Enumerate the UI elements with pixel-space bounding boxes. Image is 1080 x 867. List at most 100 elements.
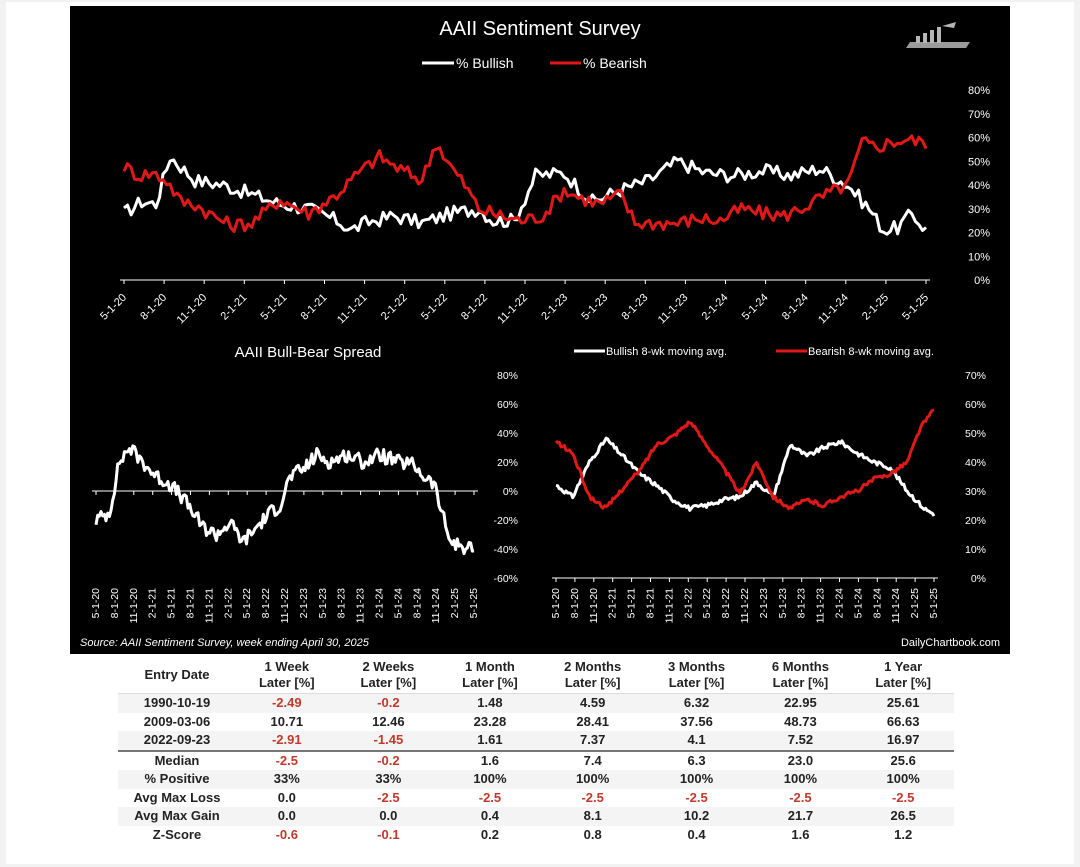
x-tick-label: 2-1-21 <box>607 588 619 619</box>
table-cell: 0.8 <box>583 826 602 842</box>
x-tick-label: 5-1-20 <box>550 588 562 619</box>
series-line-bearish-8-wk-moving-avg- <box>554 408 935 511</box>
y-tick-label: 20% <box>965 515 986 527</box>
source-note: Source: AAII Sentiment Survey, week endi… <box>80 637 370 649</box>
table-cell: 0.0 <box>236 807 338 826</box>
x-tick-label: 2-1-21 <box>147 588 159 619</box>
table-cell: -2.5 <box>236 749 338 770</box>
legend-bearish-ma: Bearish 8-wk moving avg. <box>808 346 934 358</box>
table-cell: 25.6 <box>852 749 954 770</box>
x-tick-label: 5-1-24 <box>852 588 864 619</box>
table-row: Avg Max Gain 0.0 0.0 0.4 8.1 10.2 21.7 26.5 <box>118 807 954 826</box>
table-row: Z-Score -0.6 -0.1 0.2 0.8 0.4 1.6 1.2 <box>118 826 954 845</box>
y-tick-label: 60% <box>497 399 518 411</box>
top-chart-title: AAII Sentiment Survey <box>439 18 640 40</box>
y-tick-label: 60% <box>965 399 986 411</box>
y-tick-label: -60% <box>493 573 518 585</box>
legend-bullish-ma: Bullish 8-wk moving avg. <box>606 346 727 358</box>
x-tick-label: 5-1-21 <box>259 292 290 323</box>
table-cell: 48.73 <box>784 713 817 729</box>
y-tick-label: 0% <box>971 573 986 585</box>
table-cell: 4.59 <box>540 693 645 713</box>
x-tick-label: 5-1-20 <box>98 292 129 323</box>
column-header-line: Later [%] <box>462 675 518 690</box>
table-cell: 100% <box>540 770 645 789</box>
y-tick-label: 70% <box>965 370 986 382</box>
y-tick-label: 30% <box>968 204 990 216</box>
table-cell: 28.41 <box>576 713 609 729</box>
table-cell: -2.5 <box>891 789 915 805</box>
x-tick-label: 5-1-20 <box>90 588 102 619</box>
x-tick-label: 5-1-25 <box>900 292 931 323</box>
x-tick-label: 5-1-22 <box>241 588 253 619</box>
x-tick-label: 8-1-24 <box>411 588 423 619</box>
x-tick-label: 2-1-24 <box>834 588 846 619</box>
table-cell: 0.2 <box>480 826 499 842</box>
table-cell: 1.61 <box>439 731 541 751</box>
column-header-line: Later [%] <box>564 675 621 690</box>
x-tick-label: 8-1-23 <box>796 588 808 619</box>
x-tick-label: 2-1-21 <box>218 292 249 323</box>
x-tick-label: 8-1-22 <box>720 588 732 619</box>
x-tick-label: 5-1-24 <box>740 292 771 323</box>
table-cell: 12.46 <box>372 713 405 729</box>
x-tick-label: 8-1-21 <box>645 588 657 619</box>
x-tick-label: 8-1-20 <box>569 588 581 619</box>
top-chart-series <box>122 134 928 236</box>
table-cell: -2.91 <box>236 731 338 751</box>
credit-text: DailyChartbook.com <box>901 637 1000 649</box>
table-cell: 22.95 <box>748 693 853 713</box>
returns-table: Entry Date 1 Week Later [%] 2 Weeks Later [%… <box>118 657 954 844</box>
row-label: Z-Score <box>152 826 202 842</box>
column-header-line: 1 Week <box>264 659 310 674</box>
x-tick-label: 5-1-23 <box>579 292 610 323</box>
column-header-line: Later [%] <box>668 675 725 690</box>
x-tick-label: 11-1-20 <box>588 588 600 624</box>
charts-svg: AAII Sentiment Survey % Bullish % Bearis… <box>80 18 1000 649</box>
x-tick-label: 11-1-21 <box>203 588 215 624</box>
series-line--bullish <box>123 155 927 236</box>
y-tick-label: 50% <box>965 428 986 440</box>
column-header-line: 1 Month <box>465 659 515 674</box>
series-line-bullish-8-wk-moving-avg- <box>555 436 936 517</box>
table-row: % Positive 33% 33% 100% 100% 100% 100% 100% <box>118 770 954 789</box>
x-tick-label: 5-1-25 <box>928 588 940 619</box>
x-tick-label: 2-1-23 <box>758 588 770 619</box>
table-cell: 25.61 <box>852 693 954 713</box>
x-tick-label: 2-1-22 <box>222 588 234 619</box>
column-header-line: Later [%] <box>360 675 417 690</box>
table-row: Avg Max Loss 0.0 -2.5 -2.5 -2.5 -2.5 -2.5 -2.5 <box>118 789 954 808</box>
y-tick-label: 70% <box>968 109 990 121</box>
x-tick-label: 11-1-22 <box>495 292 530 327</box>
table-cell: 33% <box>337 770 440 789</box>
x-tick-label: 11-1-22 <box>739 588 751 624</box>
table-cell: -2.5 <box>685 789 708 805</box>
y-tick-label: -40% <box>493 544 518 556</box>
table-row: 2009-03-06 10.71 12.46 23.28 28.41 37.56 48.73… <box>118 713 954 732</box>
x-tick-label: 2-1-25 <box>909 588 921 619</box>
x-tick-label: 11-1-23 <box>815 588 827 624</box>
column-header-line: Entry Date <box>144 667 210 682</box>
row-label: Avg Max Loss <box>133 789 221 805</box>
table-cell: 21.7 <box>748 807 853 826</box>
x-tick-label: 8-1-20 <box>138 292 169 323</box>
table-cell: 4.1 <box>644 731 749 751</box>
table-cell: -2.5 <box>789 789 812 805</box>
x-tick-label: 8-1-24 <box>871 588 883 619</box>
x-tick-label: 2-1-23 <box>298 588 310 619</box>
table-row: Median -2.5 -0.2 1.6 7.4 6.3 23.0 25.6 <box>118 749 954 770</box>
column-header: 1 Week Later [%] <box>236 657 338 694</box>
table-header-row: Entry Date 1 Week Later [%] 2 Weeks Later [%… <box>118 657 954 694</box>
column-header-line: Later [%] <box>875 675 931 690</box>
column-header-line: 1 Year <box>884 659 923 674</box>
x-tick-label: 11-1-24 <box>890 588 902 624</box>
column-header-line: Later [%] <box>772 675 829 690</box>
table-cell: 23.28 <box>473 713 507 729</box>
table-cell: 16.97 <box>852 731 954 751</box>
table-cell: -0.6 <box>275 826 298 842</box>
x-tick-label: 5-1-22 <box>419 292 450 323</box>
ma-legend: Bullish 8-wk moving avg. Bearish 8-wk mo… <box>574 346 934 358</box>
legend-bullish: % Bullish <box>456 55 514 71</box>
x-tick-label: 2-1-24 <box>700 292 731 323</box>
row-label: 2009-03-06 <box>143 713 211 729</box>
